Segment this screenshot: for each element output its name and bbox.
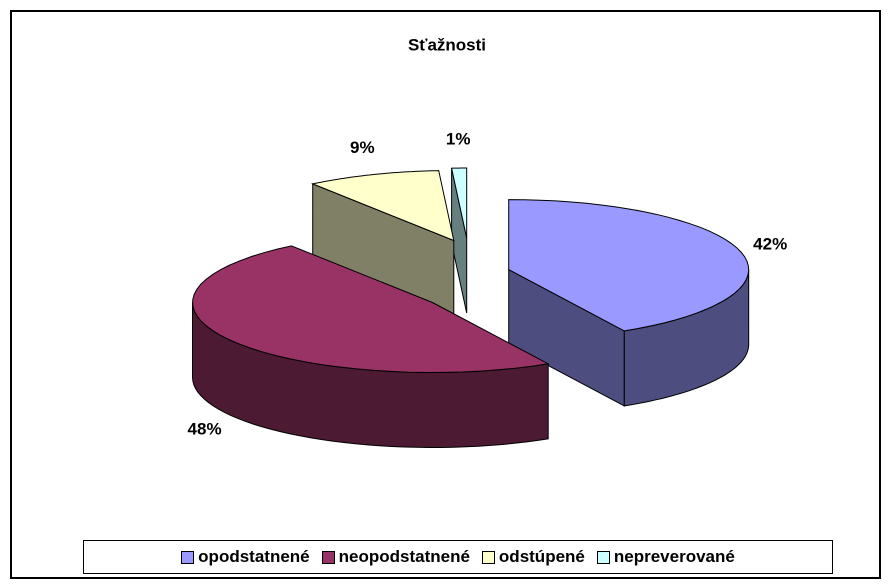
slice (508, 199, 750, 332)
legend-item: odstúpené (481, 547, 585, 567)
legend-swatch (596, 550, 610, 564)
legend-label: opodstatnené (198, 547, 310, 566)
legend-item: nepreverované (596, 547, 735, 567)
data-label: 1% (446, 130, 471, 149)
data-label: 9% (350, 138, 375, 157)
legend-label: odstúpené (498, 547, 585, 566)
data-label: 42% (753, 235, 787, 254)
legend-item: neopodstatnené (321, 547, 470, 567)
slice (192, 245, 550, 374)
legend-swatch (181, 550, 195, 564)
legend-label: nepreverované (613, 547, 735, 566)
slice (310, 170, 455, 242)
data-label: 48% (188, 420, 222, 439)
legend-label: neopodstatnené (338, 547, 470, 566)
legend-swatch (481, 550, 495, 564)
slice (450, 167, 468, 239)
legend: opodstatnené neopodstatnené odstúpené nepre… (83, 540, 833, 574)
chart-title: Sťažnosti (408, 35, 486, 54)
legend-item: opodstatnené (181, 547, 310, 567)
legend-swatch (321, 550, 335, 564)
